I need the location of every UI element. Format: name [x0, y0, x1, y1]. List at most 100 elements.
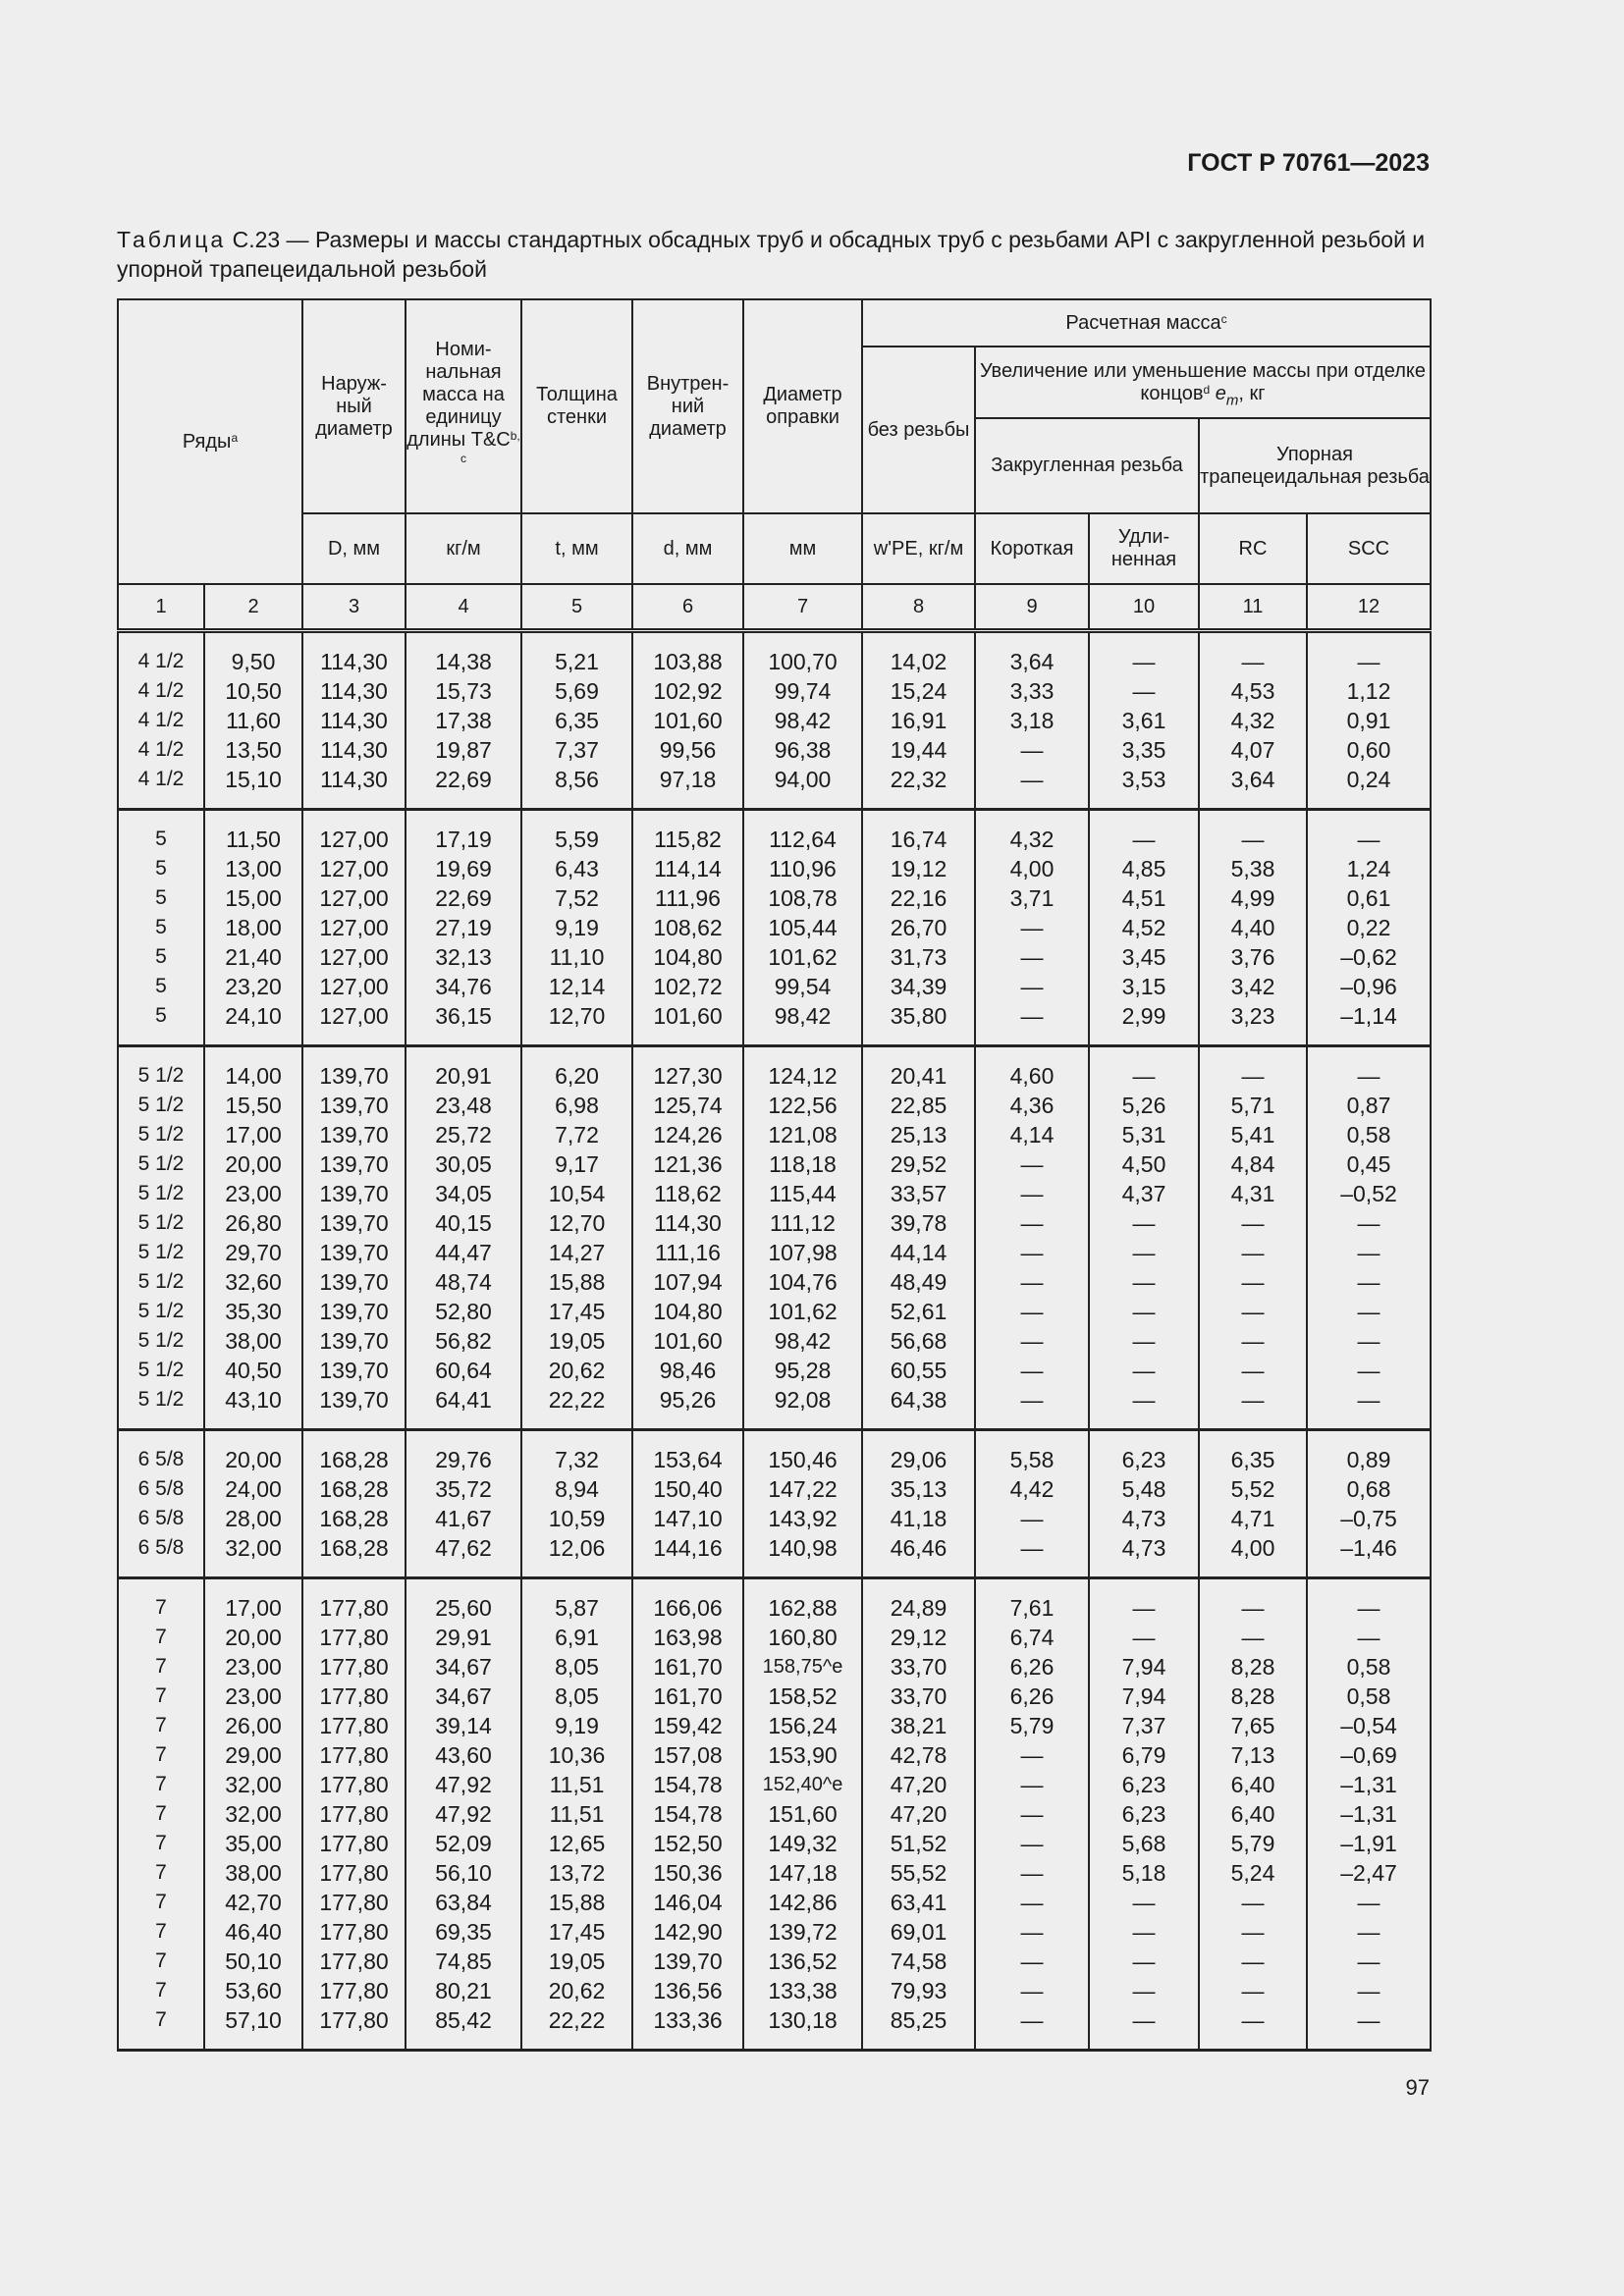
table-cell: 43,60 [405, 1740, 522, 1770]
table-cell: 99,56 [631, 735, 744, 765]
table-cell: — [974, 1504, 1090, 1533]
table-row: 7 23,00 177,80 34,67 8,05 161,70 158,52 33,70 6,… [117, 1682, 1432, 1711]
table-cell: 8,05 [520, 1682, 633, 1711]
table-cell: — [974, 1238, 1090, 1267]
table-cell: 32,00 [203, 1799, 303, 1829]
table-cell: 152,50 [631, 1829, 744, 1858]
table-cell: 23,00 [203, 1682, 303, 1711]
table-cell: 4,51 [1088, 883, 1200, 913]
table-cell: 140,98 [742, 1533, 863, 1579]
table-cell: 142,90 [631, 1917, 744, 1947]
table-cell: 4,37 [1088, 1179, 1200, 1208]
table-cell: 3,61 [1088, 706, 1200, 735]
table-cell: 114,30 [301, 765, 406, 811]
series-cell: 7 [117, 1976, 205, 2005]
table-cell: –0,54 [1306, 1711, 1432, 1740]
table-cell: 4,50 [1088, 1149, 1200, 1179]
table-cell: 139,70 [301, 1091, 406, 1120]
column-number: 3 [301, 583, 406, 633]
table-cell: — [1088, 1356, 1200, 1385]
table-cell: 0,61 [1306, 883, 1432, 913]
table-cell: 44,47 [405, 1238, 522, 1267]
table-cell: 114,30 [301, 706, 406, 735]
table-cell: 98,42 [742, 706, 863, 735]
table-cell: — [1088, 1976, 1200, 2005]
table-cell: 34,76 [405, 972, 522, 1001]
table-cell: 3,45 [1088, 942, 1200, 972]
table-cell: 5,58 [974, 1429, 1090, 1474]
table-row: 7 46,40 177,80 69,35 17,45 142,90 139,72 69,01—… [117, 1917, 1432, 1947]
table-cell: 24,00 [203, 1474, 303, 1504]
table-cell: 29,70 [203, 1238, 303, 1267]
table-cell: 25,13 [861, 1120, 976, 1149]
table-cell: — [974, 1326, 1090, 1356]
table-cell: 114,30 [301, 630, 406, 676]
table-row: 5 18,00 127,00 27,19 9,19 108,62 105,44 26,70—4… [117, 913, 1432, 942]
header-buttress-thread: Упорная трапецеидальная резьба [1198, 417, 1432, 514]
table-row: 7 20,00 177,80 29,91 6,91 163,98 160,80 29,12 6,… [117, 1623, 1432, 1652]
table-cell: 15,10 [203, 765, 303, 811]
table-cell: — [974, 942, 1090, 972]
table-cell: — [974, 1179, 1090, 1208]
table-row: 7 17,00 177,80 25,60 5,87 166,06 162,88 24,89 7,… [117, 1577, 1432, 1623]
table-cell: 21,40 [203, 942, 303, 972]
table-cell: 32,00 [203, 1533, 303, 1579]
table-cell: — [1088, 1917, 1200, 1947]
table-cell: 3,71 [974, 883, 1090, 913]
table-cell: 11,10 [520, 942, 633, 972]
table-cell: 57,10 [203, 2005, 303, 2052]
table-cell: 22,22 [520, 1385, 633, 1431]
series-cell: 5 [117, 809, 205, 854]
table-cell: — [1198, 1356, 1308, 1385]
table-cell: — [1306, 1623, 1432, 1652]
table-cell: 139,72 [742, 1917, 863, 1947]
table-cell: 69,35 [405, 1917, 522, 1947]
table-cell: 10,36 [520, 1740, 633, 1770]
table-cell: 121,36 [631, 1149, 744, 1179]
table-cell: 6,91 [520, 1623, 633, 1652]
table-cell: 51,52 [861, 1829, 976, 1858]
table-cell: 55,52 [861, 1858, 976, 1888]
table-row: 5 23,20 127,00 34,76 12,14 102,72 99,54 34,39—3… [117, 972, 1432, 1001]
table-cell: — [1198, 1623, 1308, 1652]
table-cell: 177,80 [301, 1623, 406, 1652]
table-cell: 8,56 [520, 765, 633, 811]
table-cell: 42,70 [203, 1888, 303, 1917]
table-cell: 5,21 [520, 630, 633, 676]
table-cell: — [1306, 1917, 1432, 1947]
table-cell: — [1088, 809, 1200, 854]
series-cell: 4 1/2 [117, 735, 205, 765]
table-cell: 46,40 [203, 1917, 303, 1947]
header-rc: RC [1198, 512, 1308, 585]
table-cell: 11,50 [203, 809, 303, 854]
column-number: 5 [520, 583, 633, 633]
table-cell: 33,70 [861, 1682, 976, 1711]
table-cell: — [1306, 1045, 1432, 1091]
table-cell: 16,74 [861, 809, 976, 854]
table-cell: 177,80 [301, 2005, 406, 2052]
column-number: 4 [405, 583, 522, 633]
table-cell: — [1306, 1888, 1432, 1917]
table-cell: 118,62 [631, 1179, 744, 1208]
table-cell: 17,45 [520, 1917, 633, 1947]
table-cell: — [1198, 1917, 1308, 1947]
table-row: 6 5/8 20,00 168,28 29,76 7,32 153,64 150,46 29,… [117, 1429, 1432, 1474]
table-cell: 162,88 [742, 1577, 863, 1623]
table-cell: 153,90 [742, 1740, 863, 1770]
series-cell: 6 5/8 [117, 1429, 205, 1474]
page-number: 97 [1405, 2075, 1430, 2100]
series-cell: 6 5/8 [117, 1504, 205, 1533]
table-cell: 0,45 [1306, 1149, 1432, 1179]
table-cell: –1,31 [1306, 1770, 1432, 1799]
table-cell: 7,94 [1088, 1682, 1200, 1711]
table-cell: 4,73 [1088, 1533, 1200, 1579]
series-cell: 7 [117, 1623, 205, 1652]
table-cell: 17,00 [203, 1120, 303, 1149]
table-cell: 48,49 [861, 1267, 976, 1297]
table-row: 6 5/8 28,00 168,28 41,67 10,59 147,10 143,92 41… [117, 1504, 1432, 1533]
table-cell: 6,23 [1088, 1770, 1200, 1799]
table-cell: 17,00 [203, 1577, 303, 1623]
table-cell: –2,47 [1306, 1858, 1432, 1888]
table-cell: 3,18 [974, 706, 1090, 735]
series-cell: 5 1/2 [117, 1120, 205, 1149]
